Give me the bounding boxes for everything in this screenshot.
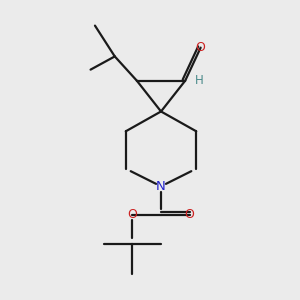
Text: H: H (195, 74, 204, 87)
Text: O: O (196, 41, 206, 54)
Text: O: O (185, 208, 195, 221)
Text: O: O (128, 208, 137, 221)
Text: N: N (156, 180, 166, 193)
